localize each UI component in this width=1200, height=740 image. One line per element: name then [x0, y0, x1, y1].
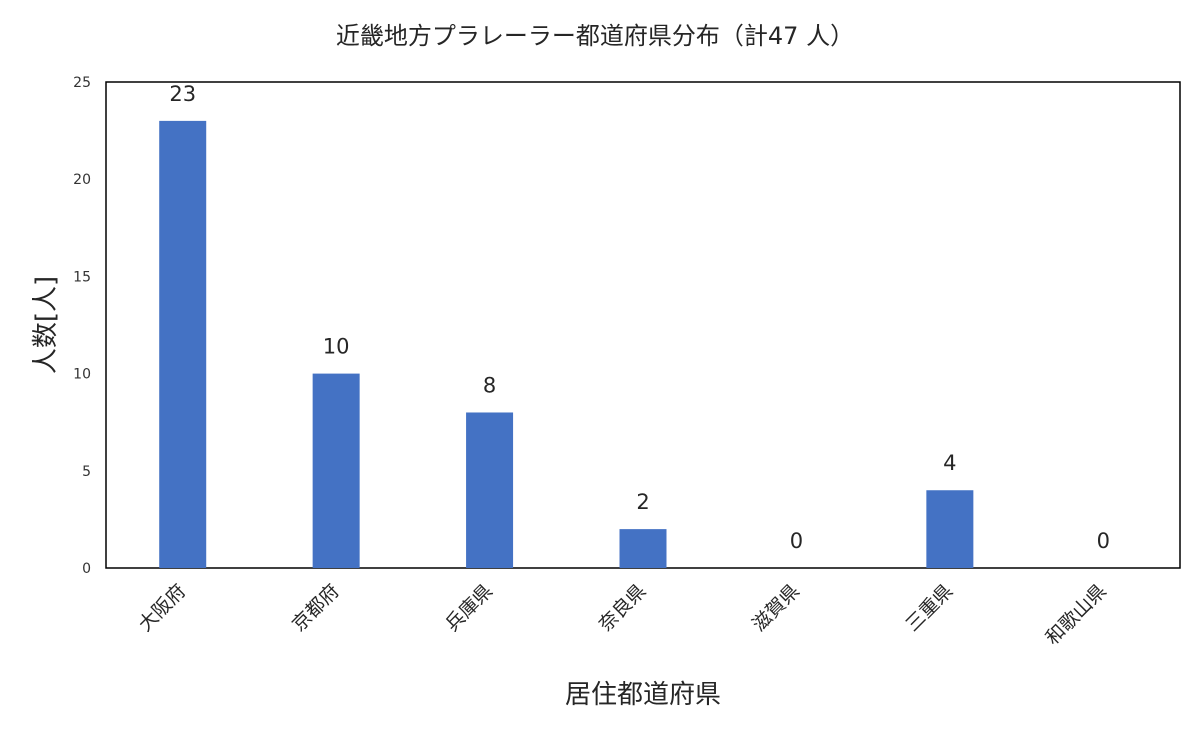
x-tick-label: 大阪府 — [134, 580, 190, 636]
y-tick-label: 15 — [73, 269, 91, 285]
bar — [159, 120, 207, 568]
data-label: 4 — [943, 451, 956, 475]
y-tick-label: 25 — [73, 75, 91, 91]
data-label: 10 — [323, 335, 350, 359]
bar — [466, 412, 514, 568]
x-tick-label: 京都府 — [288, 580, 344, 636]
y-axis-ticks: 0 5 10 15 20 25 — [73, 75, 91, 577]
y-tick-label: 5 — [82, 464, 91, 480]
y-tick-label: 0 — [82, 561, 91, 577]
data-label: 2 — [636, 490, 649, 514]
bar — [312, 373, 360, 568]
bar — [619, 529, 667, 568]
bars — [159, 120, 974, 568]
y-axis-title: 人数[人] — [31, 276, 61, 374]
data-label: 0 — [1097, 529, 1110, 553]
x-tick-label: 兵庫県 — [441, 580, 497, 636]
x-axis-title: 居住都道府県 — [565, 680, 721, 710]
data-label: 23 — [169, 82, 196, 106]
data-label: 8 — [483, 373, 496, 397]
bar — [926, 490, 974, 568]
x-tick-label: 三重県 — [902, 580, 958, 636]
y-tick-label: 10 — [73, 367, 91, 383]
x-tick-label: 和歌山県 — [1042, 580, 1111, 649]
x-tick-label: 滋賀県 — [748, 580, 804, 636]
x-axis-tick-labels: 大阪府 京都府 兵庫県 奈良県 滋賀県 三重県 和歌山県 — [134, 580, 1110, 649]
y-tick-label: 20 — [73, 172, 91, 188]
data-label: 0 — [790, 529, 803, 553]
x-tick-label: 奈良県 — [595, 580, 651, 636]
chart-title: 近畿地方プラレーラー都道府県分布（計47 人） — [336, 22, 854, 50]
data-labels: 23 10 8 2 0 4 0 — [169, 82, 1110, 553]
